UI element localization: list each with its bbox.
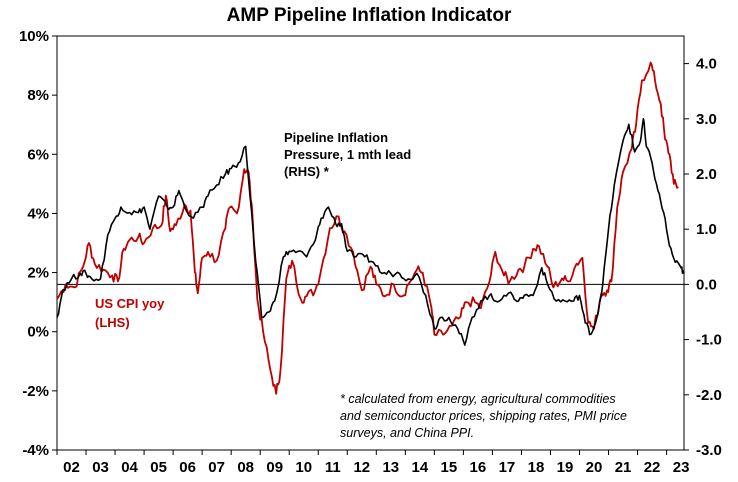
x-tick-label: 17 (499, 459, 516, 476)
left-tick-label: 2% (27, 265, 49, 282)
x-tick-label: 19 (557, 459, 574, 476)
left-tick-label: 4% (27, 205, 49, 222)
x-tick-label: 14 (412, 459, 429, 476)
footnote: * calculated from energy, agricultural c… (340, 392, 627, 440)
x-tick-label: 05 (150, 459, 167, 476)
right-axis-ticks: -3.0 -2.0 -1.0 0.0 1.0 2.0 3.0 4.0 (684, 56, 722, 459)
x-tick-label: 16 (470, 459, 487, 476)
x-tick-label: 23 (673, 459, 690, 476)
x-tick-label: 10 (295, 459, 312, 476)
series-layer (56, 61, 685, 395)
left-tick-label: 6% (27, 146, 49, 163)
pipeline-series-line (56, 118, 685, 346)
pipeline-series-label: Pressure, 1 mth lead (284, 147, 411, 162)
cpi-series-line (56, 61, 679, 395)
series-labels: Pipeline Inflation Pressure, 1 mth lead (R… (95, 130, 411, 330)
x-tick-label: 18 (528, 459, 545, 476)
footnote-line: and semiconductor prices, shipping rates… (340, 409, 627, 423)
x-tick-label: 04 (121, 459, 138, 476)
right-tick-label: 3.0 (696, 111, 717, 128)
x-tick-label: 11 (325, 459, 341, 476)
left-tick-label: 0% (27, 324, 49, 341)
x-tick-label: 08 (237, 459, 254, 476)
right-tick-label: -1.0 (696, 332, 722, 349)
left-axis-ticks: -4% -2% 0% 2% 4% 6% 8% 10% (19, 28, 57, 459)
x-tick-label: 12 (353, 459, 370, 476)
x-tick-label: 09 (266, 459, 283, 476)
x-tick-label: 03 (92, 459, 109, 476)
x-tick-label: 02 (63, 459, 80, 476)
x-tick-label: 06 (179, 459, 196, 476)
pipeline-series-label: Pipeline Inflation (284, 130, 388, 145)
left-tick-label: -4% (22, 442, 49, 459)
left-tick-label: 10% (19, 28, 49, 45)
x-axis-ticks: 02 03 04 05 06 07 08 09 10 11 12 13 14 15 16 17 18 19 20 21… (56, 450, 690, 476)
right-tick-label: 4.0 (696, 56, 717, 73)
cpi-series-label: US CPI yoy (95, 296, 165, 311)
left-tick-label: 8% (27, 87, 49, 104)
right-tick-label: 0.0 (696, 276, 717, 293)
x-tick-label: 15 (441, 459, 458, 476)
right-tick-label: 2.0 (696, 166, 717, 183)
pipeline-series-label: (RHS) * (284, 164, 330, 179)
cpi-series-label: (LHS) (95, 315, 130, 330)
left-tick-label: -2% (22, 383, 49, 400)
plot-frame (56, 35, 685, 451)
x-tick-label: 13 (382, 459, 399, 476)
right-tick-label: -2.0 (696, 387, 722, 404)
chart-title: AMP Pipeline Inflation Indicator (227, 5, 512, 26)
footnote-line: surveys, and China PPI. (340, 426, 474, 440)
x-tick-label: 07 (208, 459, 225, 476)
x-tick-label: 20 (586, 459, 603, 476)
x-tick-label: 22 (644, 459, 661, 476)
x-tick-label: 21 (615, 459, 632, 476)
right-tick-label: 1.0 (696, 221, 717, 238)
right-tick-label: -3.0 (696, 442, 722, 459)
footnote-line: * calculated from energy, agricultural c… (340, 392, 616, 406)
